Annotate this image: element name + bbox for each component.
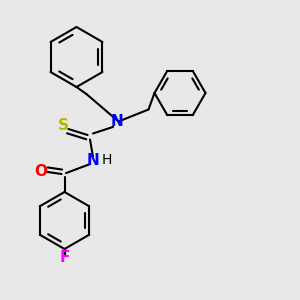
Text: H: H <box>101 154 112 167</box>
Text: N: N <box>111 114 123 129</box>
Text: O: O <box>34 164 47 178</box>
Text: N: N <box>87 153 99 168</box>
Text: S: S <box>58 118 68 134</box>
Text: F: F <box>59 250 70 266</box>
